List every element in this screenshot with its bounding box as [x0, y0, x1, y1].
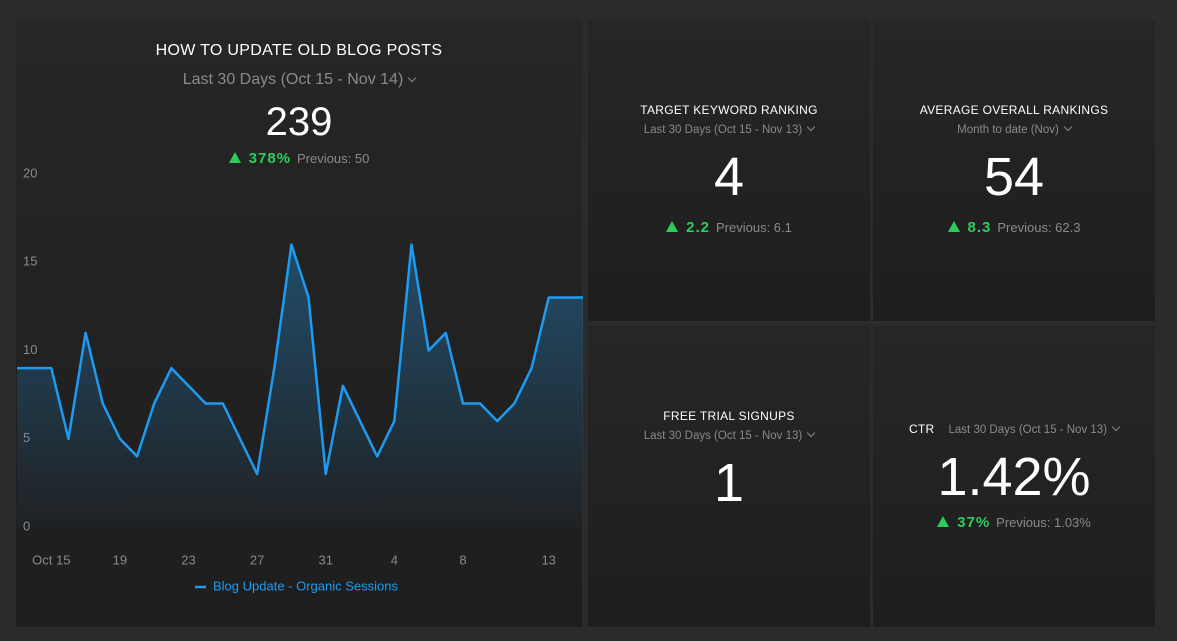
main-title: HOW TO UPDATE OLD BLOG POSTS	[155, 42, 443, 59]
y-tick-label: 15	[23, 254, 37, 269]
card-change: 37% Previous: 1.03%	[873, 514, 1155, 531]
previous: Previous: 62.3	[997, 220, 1081, 235]
card-change: 2.2 Previous: 6.1	[588, 219, 870, 236]
x-tick-label: 19	[113, 552, 127, 567]
x-tick-label: 4	[391, 552, 398, 567]
card-value: 1.42%	[937, 447, 1091, 507]
card-title: AVERAGE OVERALL RANKINGS	[919, 103, 1109, 117]
x-tick-label: 27	[250, 552, 264, 567]
previous: Previous: 50	[297, 151, 370, 166]
card-value: 1	[713, 453, 745, 513]
previous: Previous: 1.03%	[996, 515, 1091, 530]
card-title: TARGET KEYWORD RANKING	[640, 103, 818, 117]
area	[17, 244, 583, 527]
y-tick-label: 20	[23, 165, 37, 180]
x-tick-label: Oct 15	[32, 552, 70, 567]
main-period[interactable]: Last 30 Days (Oct 15 - Nov 14)	[16, 71, 582, 89]
card: FREE TRIAL SIGNUPS Last 30 Days (Oct 15 -…	[588, 326, 870, 627]
card-period[interactable]: Last 30 Days (Oct 15 - Nov 13)	[588, 124, 870, 136]
card-change: 8.3 Previous: 62.3	[873, 219, 1155, 236]
previous: Previous: 6.1	[715, 220, 792, 235]
card-period[interactable]: Last 30 Days (Oct 15 - Nov 13)	[588, 430, 870, 442]
card: TARGET KEYWORD RANKING Last 30 Days (Oct …	[588, 20, 870, 321]
card-value: 54	[983, 147, 1045, 207]
change: 2.2	[666, 219, 710, 236]
change: 378%	[229, 150, 291, 167]
change: 8.3	[948, 219, 992, 236]
x-tick-label: 31	[318, 552, 332, 567]
line	[17, 243, 583, 476]
card-period[interactable]: Month to date (Nov)	[873, 124, 1155, 136]
y-tick-label: 10	[23, 342, 37, 357]
main-change: 378% Previous: 50	[16, 150, 582, 167]
card-value: 4	[713, 147, 745, 207]
change: 37%	[937, 514, 990, 531]
x-tick-label: 8	[459, 552, 466, 567]
card-title: CTR	[908, 422, 935, 436]
main-value: 239	[265, 100, 333, 144]
card-title: FREE TRIAL SIGNUPS	[663, 409, 795, 423]
x-tick-label: 23	[181, 552, 195, 567]
card-period[interactable]: Last 30 Days (Oct 15 - Nov 13)	[949, 424, 1120, 436]
x-tick-label: 13	[541, 552, 555, 567]
legend-label: Blog Update - Organic Sessions	[213, 578, 398, 593]
card: AVERAGE OVERALL RANKINGS Month to date (N…	[873, 20, 1155, 321]
card: CTR Last 30 Days (Oct 15 - Nov 13) 1.42% 37…	[873, 326, 1155, 627]
card-header: CTR Last 30 Days (Oct 15 - Nov 13)	[873, 420, 1155, 438]
